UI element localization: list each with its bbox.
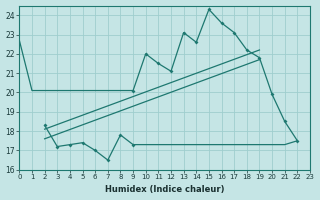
X-axis label: Humidex (Indice chaleur): Humidex (Indice chaleur) <box>105 185 224 194</box>
